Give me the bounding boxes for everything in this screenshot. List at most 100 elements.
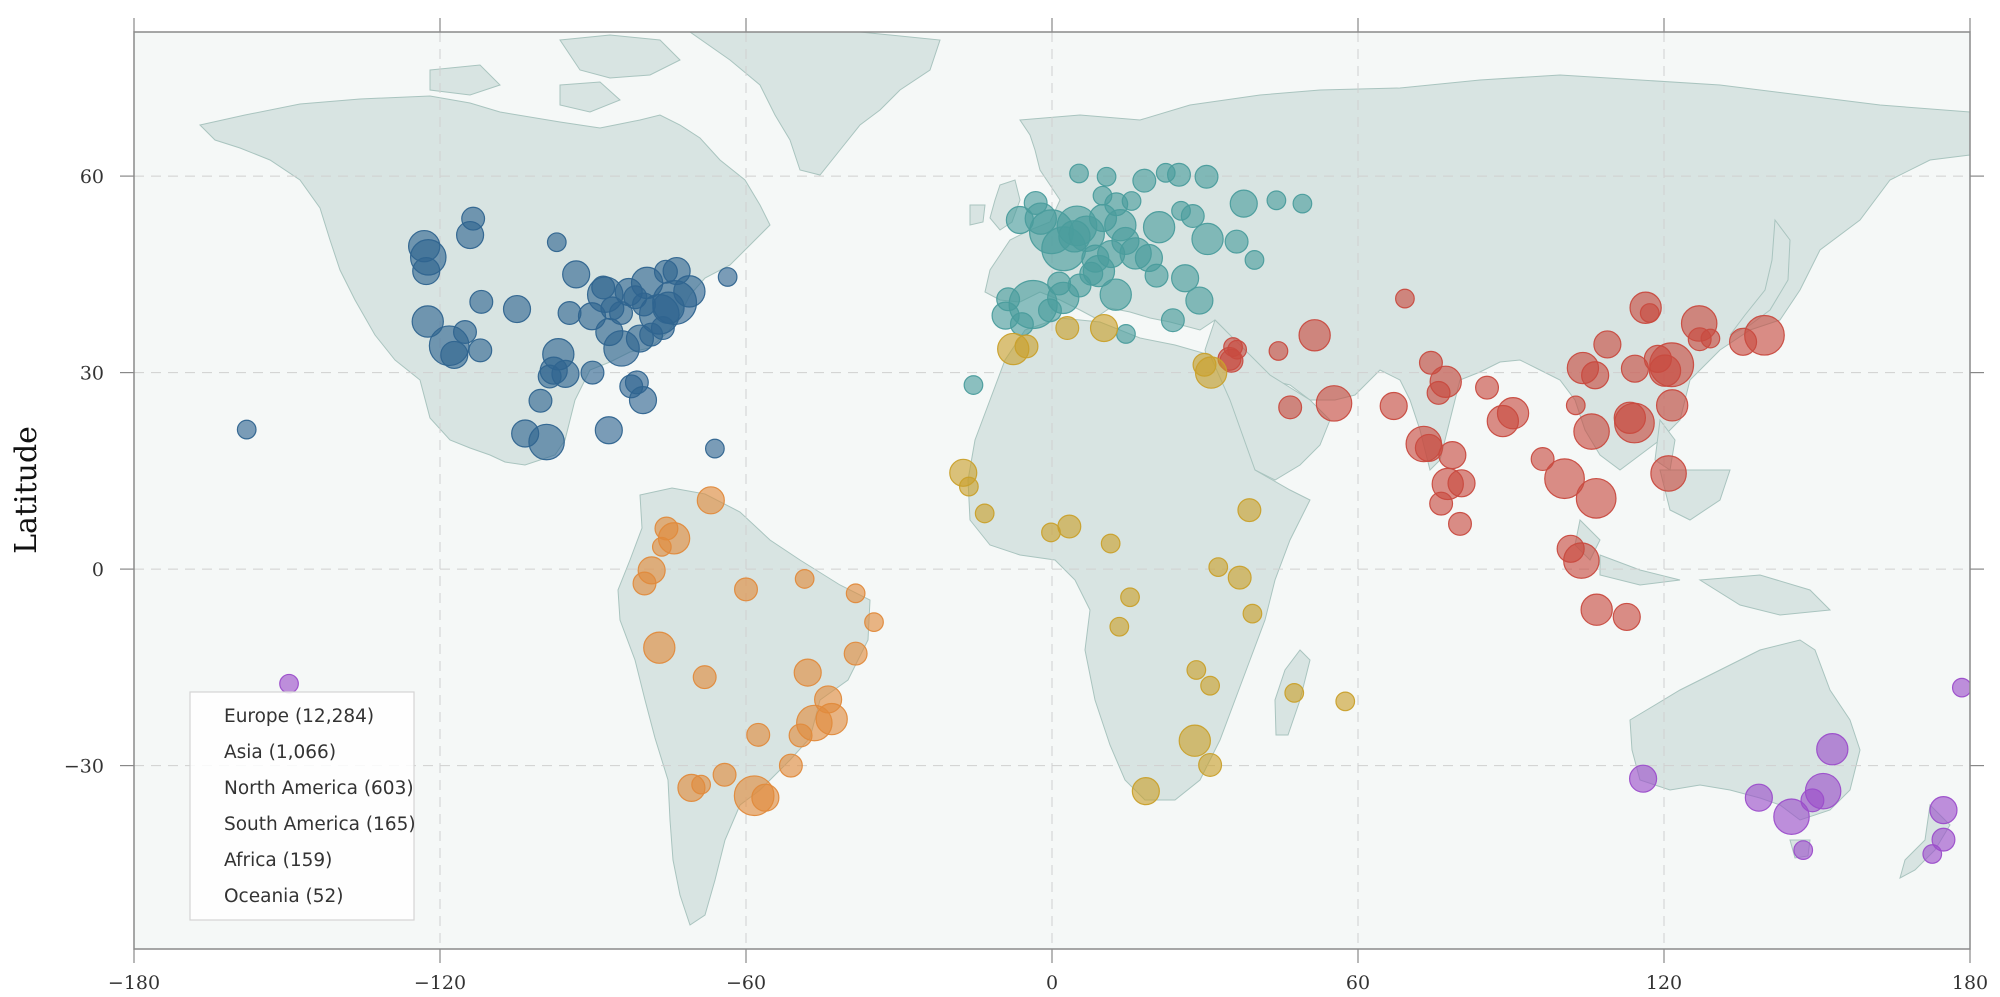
data-point <box>1120 587 1140 608</box>
data-point <box>1005 205 1034 235</box>
data-point <box>236 419 257 440</box>
data-point <box>1438 441 1467 470</box>
data-point <box>692 665 717 690</box>
data-point <box>639 322 664 347</box>
data-point <box>1580 593 1613 626</box>
data-point <box>468 338 493 363</box>
southeast-asia-islands-landmass <box>1574 418 1832 616</box>
data-point <box>1816 733 1849 766</box>
data-points <box>236 162 1970 864</box>
data-point <box>654 516 679 541</box>
data-point <box>1418 350 1443 375</box>
data-point <box>562 260 591 289</box>
x-tick-label: 120 <box>1646 972 1682 994</box>
data-point <box>1298 319 1331 352</box>
data-point <box>1194 164 1219 189</box>
data-point <box>1079 261 1104 286</box>
data-point <box>1092 185 1113 206</box>
data-point <box>1744 783 1773 812</box>
legend-entry: North America (603) <box>224 778 414 799</box>
data-point <box>1037 298 1062 323</box>
data-point <box>619 374 644 399</box>
data-point <box>502 294 532 324</box>
data-point <box>1556 534 1585 563</box>
data-point <box>1379 391 1408 421</box>
data-point <box>1096 166 1117 187</box>
data-point <box>1055 316 1080 341</box>
canadian-archipelago-landmass <box>429 34 681 113</box>
x-tick-label: 180 <box>1952 972 1988 994</box>
data-point <box>461 206 486 231</box>
data-point <box>452 319 477 344</box>
y-tick-label: 60 <box>80 166 104 188</box>
data-point <box>1335 691 1356 712</box>
data-point <box>1208 557 1229 578</box>
data-point <box>1014 334 1039 359</box>
data-point <box>843 641 868 666</box>
data-point <box>1023 190 1048 215</box>
data-point <box>1227 565 1252 590</box>
data-point <box>600 296 625 321</box>
data-point <box>1058 220 1091 253</box>
data-point <box>1171 264 1200 293</box>
data-point <box>974 503 995 524</box>
data-point <box>778 753 803 778</box>
data-point <box>1041 522 1061 543</box>
data-point <box>279 673 299 694</box>
data-point <box>1100 533 1121 554</box>
data-point <box>1237 498 1262 523</box>
data-point <box>1581 361 1610 390</box>
data-point <box>733 577 758 602</box>
data-point <box>1142 210 1176 244</box>
y-tick-label: 30 <box>80 363 104 385</box>
data-point <box>1655 389 1689 422</box>
data-point <box>814 685 843 714</box>
data-point <box>1315 385 1353 422</box>
data-point <box>1192 352 1217 377</box>
data-point <box>1178 724 1212 757</box>
series-1-points <box>1217 288 1785 632</box>
legend-entry: Africa (159) <box>224 850 332 871</box>
data-point <box>1929 796 1958 825</box>
data-point <box>1565 395 1586 416</box>
data-point <box>1628 764 1658 793</box>
data-point <box>717 267 738 287</box>
data-point <box>963 375 984 395</box>
data-point <box>1185 286 1214 315</box>
x-tick-label: −60 <box>726 972 766 994</box>
axis-ticks: −180 −120 −60 0 60 120 180 −30 0 30 60 <box>64 18 1988 994</box>
data-point <box>632 571 657 596</box>
data-point <box>1530 447 1555 472</box>
data-point <box>1121 191 1142 211</box>
data-point <box>1268 341 1289 361</box>
series-5-points <box>279 673 1970 864</box>
data-point <box>1099 278 1132 311</box>
legend-entry: South America (165) <box>224 814 416 835</box>
data-point <box>1266 190 1287 211</box>
data-point <box>1009 312 1034 337</box>
data-point <box>696 486 725 515</box>
data-point <box>1097 239 1126 269</box>
x-tick-label: −180 <box>108 972 160 994</box>
data-point <box>1793 840 1814 860</box>
data-point <box>794 569 815 589</box>
data-point <box>1575 477 1617 519</box>
data-point <box>1620 354 1650 383</box>
data-point <box>1447 511 1472 536</box>
series-0-points <box>963 162 1313 395</box>
data-point <box>631 292 656 317</box>
data-point <box>1047 271 1072 296</box>
data-point <box>1131 777 1160 806</box>
data-point <box>1292 193 1313 214</box>
data-point <box>1132 168 1157 193</box>
x-tick-label: 60 <box>1346 972 1370 994</box>
data-point <box>1922 844 1943 864</box>
legend-entry: Oceania (52) <box>224 886 344 907</box>
data-point <box>1144 263 1169 288</box>
data-point <box>1155 162 1176 183</box>
series-3-points <box>632 486 884 817</box>
data-point <box>1116 324 1136 344</box>
data-point <box>1069 163 1089 184</box>
data-point <box>557 300 582 325</box>
legend-box <box>189 691 415 921</box>
